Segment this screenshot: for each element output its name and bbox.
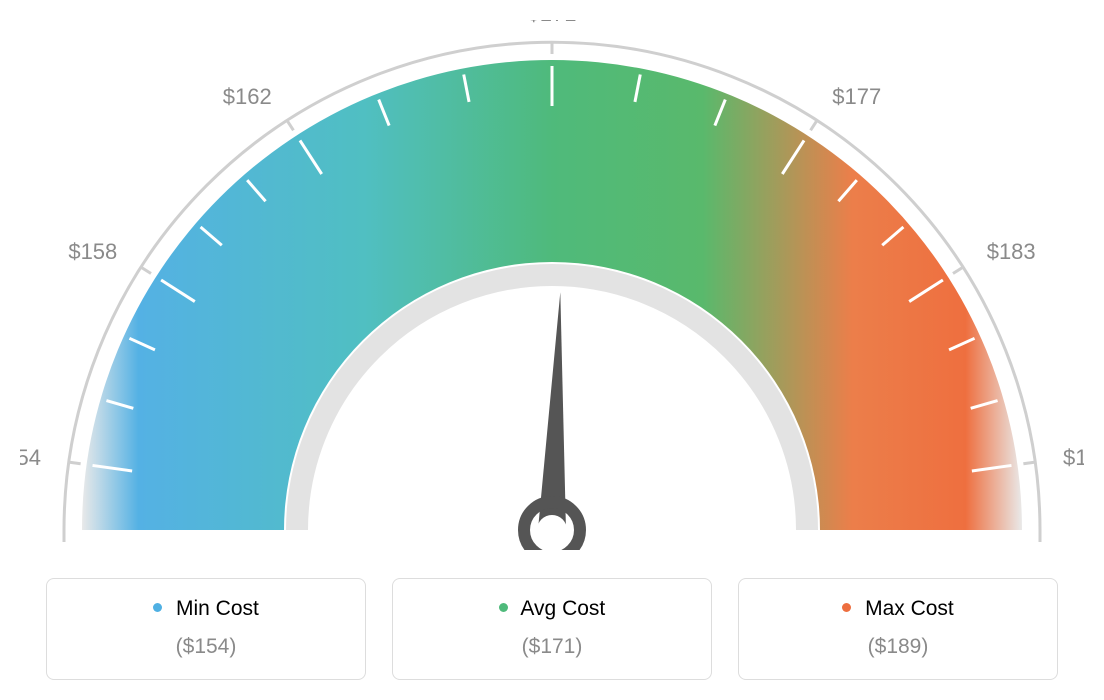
legend-title-max: Max Cost	[749, 597, 1047, 621]
dot-icon	[499, 603, 508, 612]
gauge-tick-label: $162	[223, 84, 272, 109]
legend-title-avg: Avg Cost	[403, 597, 701, 621]
legend-card-min: Min Cost ($154)	[46, 578, 366, 680]
legend-card-max: Max Cost ($189)	[738, 578, 1058, 680]
legend-title-min: Min Cost	[57, 597, 355, 621]
legend-value: ($154)	[57, 635, 355, 659]
gauge-tick-label: $158	[68, 239, 117, 264]
gauge-tick-label: $177	[832, 84, 881, 109]
gauge-tick-label: $171	[528, 20, 577, 26]
legend-value: ($189)	[749, 635, 1047, 659]
gauge-chart: $154 $158 $162 $171 $177 $183 $189	[20, 20, 1084, 550]
gauge-svg: $154 $158 $162 $171 $177 $183 $189	[20, 20, 1084, 550]
legend-label: Avg Cost	[520, 597, 605, 620]
legend-row: Min Cost ($154) Avg Cost ($171) Max Cost…	[20, 578, 1084, 680]
gauge-tick-label: $183	[987, 239, 1036, 264]
dot-icon	[153, 603, 162, 612]
dot-icon	[842, 603, 851, 612]
legend-label: Max Cost	[865, 597, 954, 620]
legend-card-avg: Avg Cost ($171)	[392, 578, 712, 680]
gauge-tick-label: $154	[20, 445, 41, 470]
legend-value: ($171)	[403, 635, 701, 659]
gauge-tick-label: $189	[1063, 445, 1084, 470]
legend-label: Min Cost	[176, 597, 259, 620]
